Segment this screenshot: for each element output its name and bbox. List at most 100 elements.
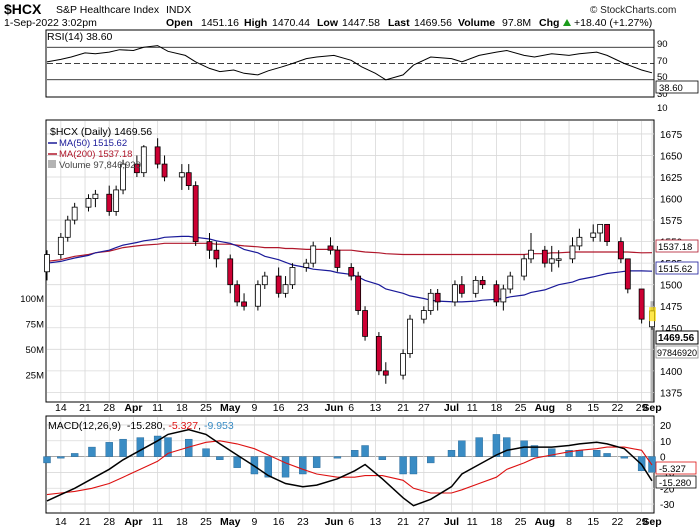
macd-histogram-bar [57, 456, 65, 459]
x-tick-label: 15 [587, 516, 599, 528]
rsi-level-90: 90 [657, 39, 668, 50]
candlestick [348, 263, 355, 281]
candlestick [106, 185, 113, 216]
candle-body-down [227, 258, 234, 286]
macd-legend-macd: -15.280 [127, 420, 163, 432]
x-tick-label: 25 [515, 402, 527, 414]
macd-histogram-bar [202, 448, 210, 457]
candlestick [140, 145, 147, 177]
candlestick [275, 267, 282, 298]
macd-histogram-bar [88, 446, 96, 457]
macd-legend-prefix: MACD(12,26,9) [48, 420, 121, 432]
candle-body-down [106, 193, 113, 212]
x-tick-label: Jul [444, 516, 459, 528]
macd-histogram-bar [153, 435, 162, 457]
up-triangle-icon [563, 19, 571, 26]
macd-histogram-bar [447, 450, 456, 457]
candlestick [590, 224, 597, 242]
x-tick-label: 28 [103, 402, 115, 414]
candle-body-down [213, 249, 220, 260]
x-tick-label: 9 [252, 516, 258, 528]
x-tick-label: 6 [348, 402, 354, 414]
macd-histogram-bar [520, 440, 528, 457]
chart-header: $HCX S&P Healthcare Index INDX © StockCh… [4, 1, 676, 29]
macd-panel: MACD(12,26,9) -15.280, -5.327, -9.953 20… [43, 415, 697, 514]
x-tick-label: 13 [370, 516, 382, 528]
candlestick [507, 271, 514, 294]
x-tick-label: May [220, 516, 241, 528]
price-tick-label: 1600 [660, 195, 683, 206]
volume-bar [650, 301, 654, 401]
macd-histogram-bar [105, 442, 113, 457]
volume-legend-swatch [48, 160, 56, 168]
candlestick [541, 245, 548, 268]
candle-body-down [161, 163, 168, 178]
macd-histogram-bar [299, 456, 307, 475]
x-tick-label: 23 [297, 516, 309, 528]
candlestick [133, 155, 140, 177]
candlestick [638, 288, 645, 324]
x-tick-label: 11 [467, 516, 478, 528]
candlestick [44, 250, 50, 281]
candlestick [407, 314, 413, 358]
candle-body-up [261, 275, 268, 286]
x-tick-label: 25 [515, 516, 527, 528]
rsi-level-30: 30 [657, 89, 668, 100]
candle-body-down [133, 163, 140, 174]
rsi-level-10: 10 [657, 103, 668, 114]
last-label: Last [388, 17, 410, 29]
x-tick-label: Sep [642, 402, 661, 414]
price-tick-label: 1500 [660, 281, 683, 292]
macd-legend-signal: -5.327 [168, 420, 198, 432]
x-tick-label: 18 [491, 402, 503, 414]
candle-body-down [382, 370, 389, 376]
candle-body-down [604, 223, 610, 243]
candle-body-up [64, 219, 71, 238]
rsi-legend: RSI(14) 38.60 [47, 31, 113, 43]
macd-histogram-bar [475, 437, 483, 457]
x-tick-label: 6 [348, 516, 354, 528]
x-tick-label: Jul [444, 402, 459, 414]
x-axis-bottom: 14 21 28 Apr 11 18 25 May 9 16 23 Jun 6 13 21 27 Jul 11 18… [55, 516, 662, 528]
macd-signal-line [46, 440, 653, 496]
volume-tick-label: 75M [26, 320, 45, 331]
macd-histogram-bar [378, 456, 387, 460]
candlestick [420, 306, 427, 324]
symbol: $HCX [4, 1, 42, 17]
volume-value: 97.8M [502, 17, 531, 29]
x-tick-label: 18 [491, 516, 503, 528]
x-tick-label: 18 [176, 516, 188, 528]
macd-tag-text: -15.280 [659, 478, 691, 489]
macd-tick-label: 10 [660, 437, 672, 448]
macd-histogram-bar [458, 440, 466, 457]
price-tick-label: 1625 [660, 173, 683, 184]
candle-body-down [362, 310, 368, 337]
candle-body-up [92, 193, 99, 199]
macd-histogram-bar [333, 456, 342, 459]
low-value: 1447.58 [342, 17, 380, 29]
price-panel: $HCX (Daily) 1469.56 MA(50) 1515.62 MA(2… [20, 119, 699, 403]
macd-histogram-bar [350, 450, 359, 457]
candlestick [206, 233, 213, 259]
macd-histogram-bar [530, 445, 539, 457]
x-tick-label: 29 [636, 516, 648, 528]
ma50-legend-label: MA(50) 1515.62 [59, 138, 127, 149]
macd-histogram-bar [312, 456, 321, 468]
price-tick-label: 1475 [660, 302, 683, 313]
x-tick-label: 25 [200, 516, 212, 528]
candle-body-up [44, 254, 50, 273]
x-tick-label: 14 [55, 402, 67, 414]
macd-histogram-bar [216, 456, 224, 460]
macd-histogram-bar [136, 437, 145, 457]
ma200-tag [655, 239, 699, 253]
x-tick-label: Aug [535, 516, 555, 528]
candlestick [254, 280, 261, 311]
high-label: High [244, 17, 267, 29]
candle-body-down [479, 279, 486, 286]
candlestick [569, 237, 576, 264]
candlestick [64, 215, 71, 242]
price-legend-title: $HCX (Daily) 1469.56 [50, 126, 152, 138]
candle-body-up [569, 245, 576, 260]
candlestick [617, 237, 624, 264]
